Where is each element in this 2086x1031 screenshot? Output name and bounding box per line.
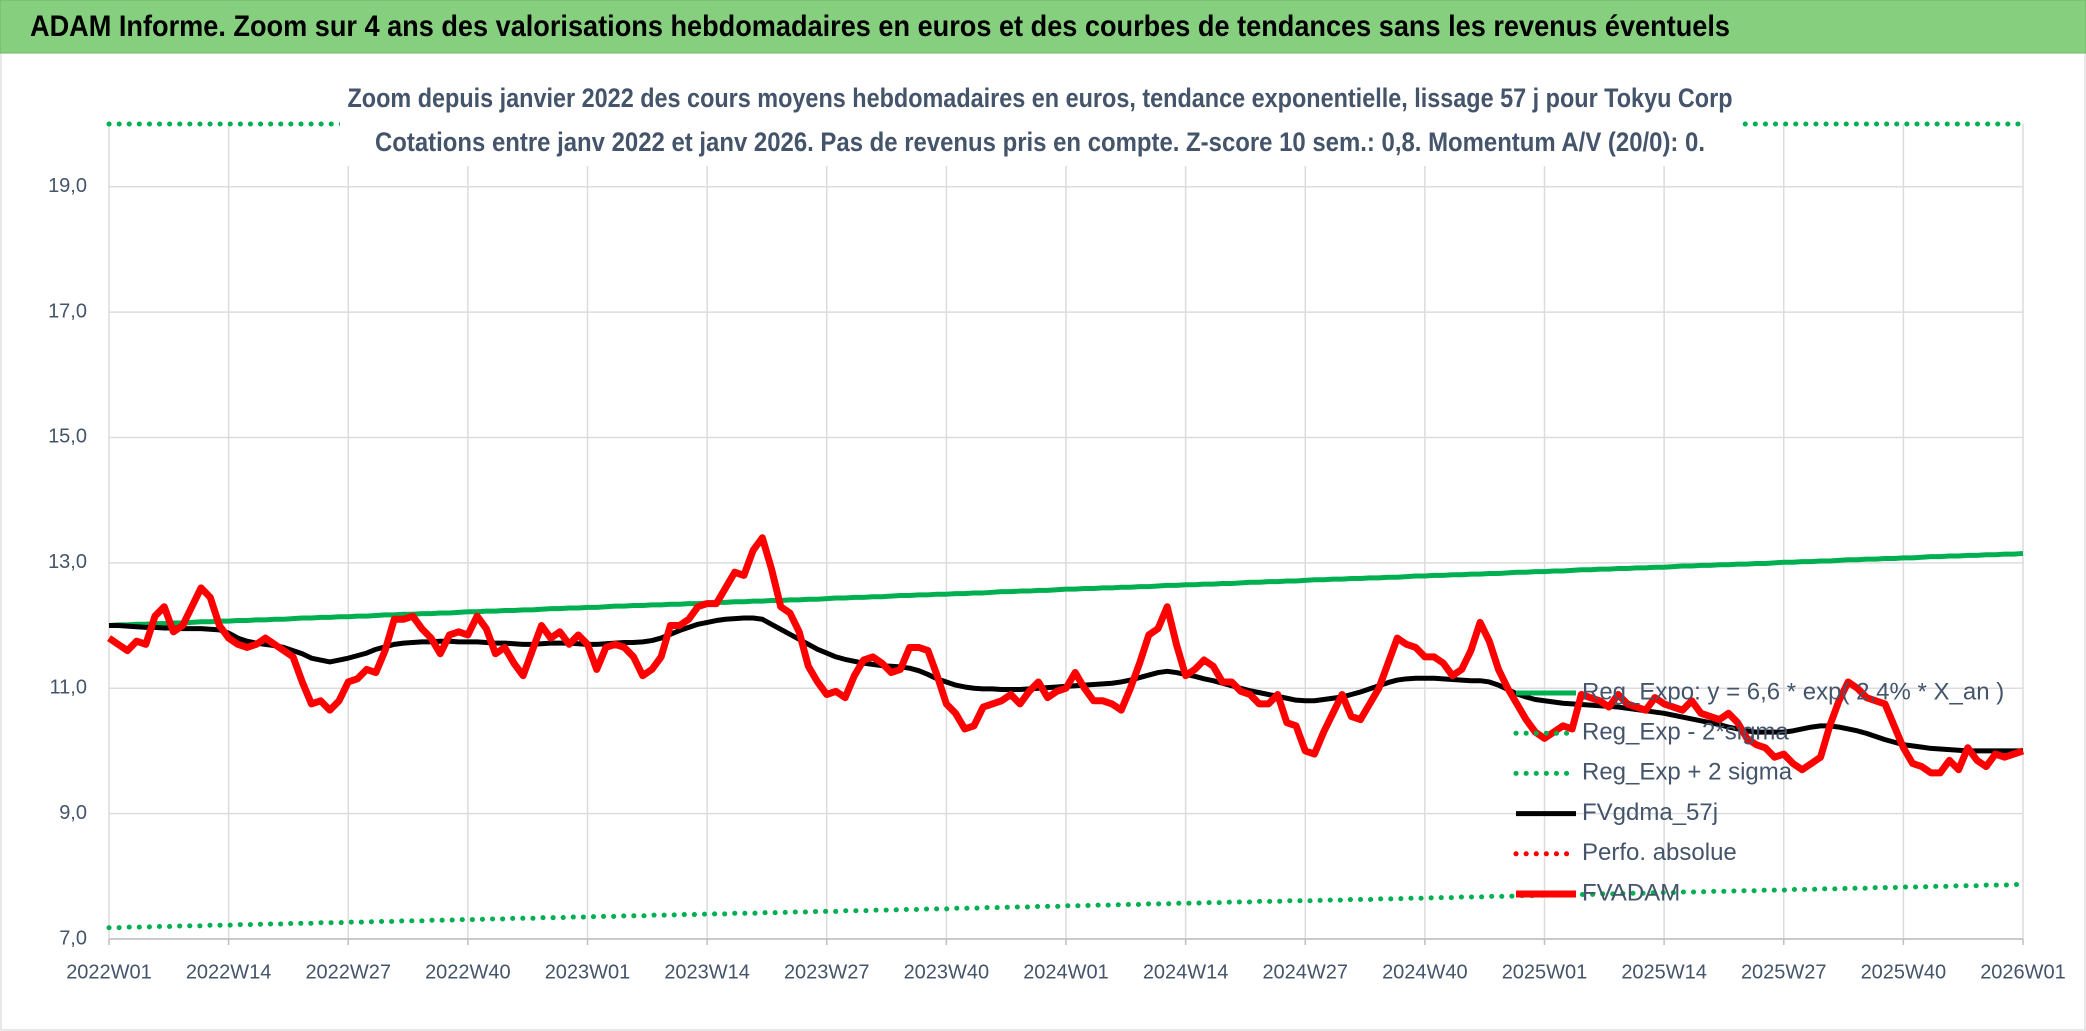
header-title: ADAM Informe. Zoom sur 4 ans des valoris… <box>30 10 1730 43</box>
x-tick-label: 2022W14 <box>186 961 272 983</box>
x-tick-label: 2023W27 <box>784 961 870 983</box>
chart-subtitle: Zoom depuis janvier 2022 des cours moyen… <box>348 83 1733 113</box>
series-line <box>106 881 2026 931</box>
legend-label: Reg_Exp + 2 sigma <box>1582 759 1793 786</box>
x-tick-label: 2024W01 <box>1023 961 1109 983</box>
x-tick-label: 2025W01 <box>1502 961 1588 983</box>
y-tick-label: 17,0 <box>48 300 87 322</box>
y-tick-label: 15,0 <box>48 426 87 448</box>
series-line <box>107 534 2025 777</box>
x-tick-label: 2022W01 <box>66 961 152 983</box>
x-tick-label: 2023W14 <box>664 961 750 983</box>
legend-label: Reg_Exp - 2*sigma <box>1582 719 1789 746</box>
chart-subtitle: Cotations entre janv 2022 et janv 2026. … <box>375 127 1705 157</box>
legend-label: FVgdma_57j <box>1582 799 1718 826</box>
y-tick-label: 19,0 <box>48 175 87 197</box>
y-tick-label: 13,0 <box>48 551 87 573</box>
y-tick-label: 11,0 <box>50 677 87 699</box>
x-tick-label: 2023W40 <box>904 961 990 983</box>
x-tick-label: 2026W01 <box>1980 961 2066 983</box>
x-tick-label: 2024W27 <box>1262 961 1348 983</box>
x-tick-label: 2025W27 <box>1741 961 1827 983</box>
legend: Reg_Expo: y = 6,6 * exp( 2,4% * X_an ) Re… <box>1513 678 2004 906</box>
x-tick-label: 2022W40 <box>425 961 511 983</box>
x-tick-label: 2022W27 <box>305 961 391 983</box>
x-tick-label: 2024W40 <box>1382 961 1468 983</box>
y-tick-label: 7,0 <box>59 927 87 949</box>
header-bar <box>0 0 2086 54</box>
series-line <box>108 550 2024 629</box>
x-tick-label: 2025W40 <box>1861 961 1947 983</box>
x-tick-label: 2023W01 <box>545 961 631 983</box>
y-tick-label: 9,0 <box>59 802 87 824</box>
x-tick-label: 2025W14 <box>1621 961 1707 983</box>
legend-label: FVADAM <box>1582 879 1680 906</box>
x-tick-label: 2024W14 <box>1143 961 1229 983</box>
legend-label: Reg_Expo: y = 6,6 * exp( 2,4% * X_an ) <box>1582 678 2004 705</box>
grid: 7,0 9,0 11,0 13,0 15,0 17,0 19,0 2022W01 2022W14… <box>48 124 2066 983</box>
chart-frame <box>0 51 2086 1031</box>
title-background <box>340 70 1738 166</box>
legend-label: Perfo. absolue <box>1582 839 1737 866</box>
